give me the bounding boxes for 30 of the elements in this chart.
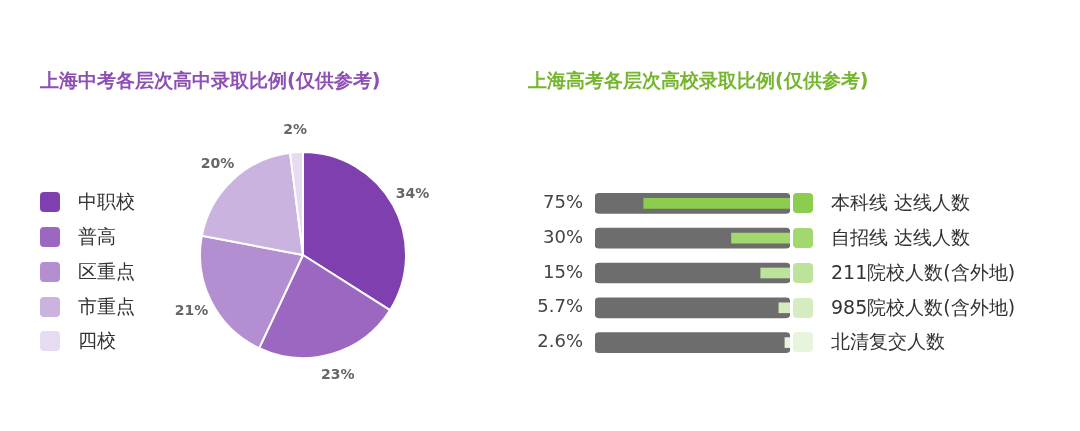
legend-label: 四校 [78,328,116,354]
bar [595,262,790,284]
data-label: 5.7% [537,295,583,317]
chart-title: 上海中考各层次高中录取比例(仅供参考) [40,68,381,93]
chart-title: 上海高考各层次高校录取比例(仅供参考) [528,68,869,93]
legend-label: 中职校 [78,189,135,215]
data-label: 2% [283,120,308,137]
data-label: 2.6% [537,330,583,352]
legend-label: 区重点 [78,258,135,284]
data-label: 20% [200,154,235,171]
bar [784,337,790,348]
data-label: 21% [174,302,209,319]
category-label: 本科线 达线人数 [831,191,971,214]
data-label: 15% [542,260,583,282]
data-label: 30% [542,225,583,247]
data-label: 23% [321,365,355,382]
bar [595,297,790,319]
data-label: 75% [542,191,583,213]
category-label: 211院校人数(含外地) [831,260,1016,283]
category-label: 北清复交人数 [831,330,945,353]
data-label: 34% [395,185,430,202]
legend-label: 普高 [78,224,116,250]
bar [760,267,790,279]
category-label: 985院校人数(含外地) [831,295,1016,318]
bar [731,232,790,244]
category-label: 自招线 达线人数 [831,226,971,249]
bar [643,198,790,209]
legend-label: 市重点 [78,293,135,319]
bar [778,302,790,314]
bar [595,332,790,353]
